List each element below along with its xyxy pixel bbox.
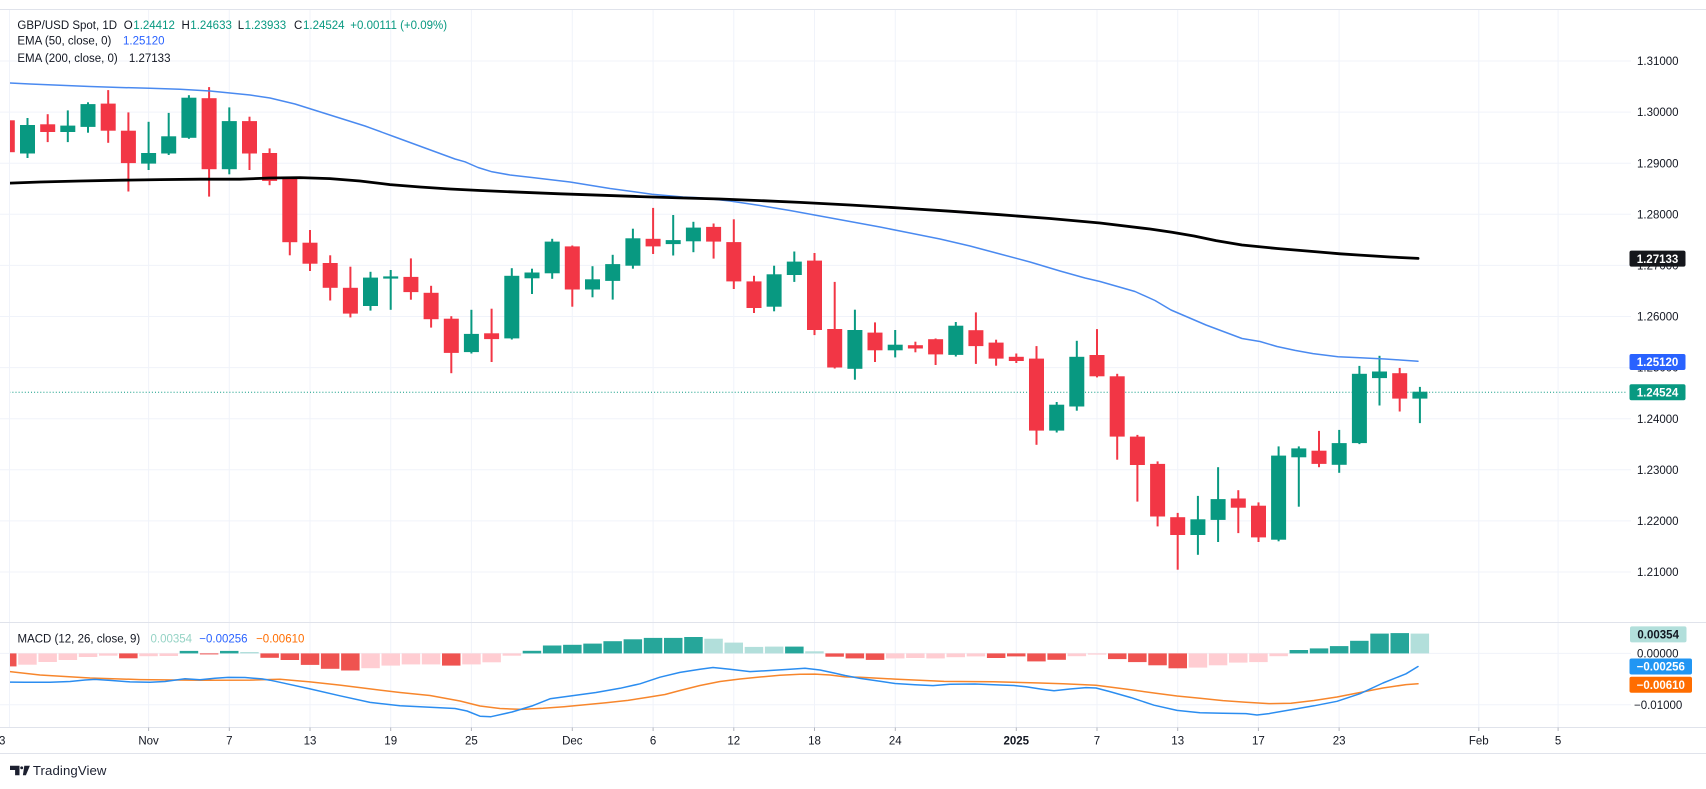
svg-text:L: L	[238, 20, 245, 32]
svg-text:6: 6	[650, 736, 656, 748]
svg-text:13: 13	[304, 736, 317, 748]
svg-text:TradingView: TradingView	[33, 763, 107, 778]
svg-text:7: 7	[1094, 736, 1100, 748]
svg-text:17: 17	[1252, 736, 1265, 748]
svg-text:1.23000: 1.23000	[1637, 465, 1679, 477]
svg-text:+0.00111 (+0.09%): +0.00111 (+0.09%)	[350, 20, 447, 32]
svg-text:1.29000: 1.29000	[1637, 158, 1679, 170]
svg-text:1.28000: 1.28000	[1637, 209, 1679, 221]
svg-text:23: 23	[0, 736, 5, 748]
svg-text:1.24000: 1.24000	[1637, 414, 1679, 426]
svg-text:1.31000: 1.31000	[1637, 56, 1679, 68]
svg-text:1.24524: 1.24524	[303, 20, 345, 32]
svg-text:1.25120: 1.25120	[1637, 357, 1679, 369]
svg-text:0.00000: 0.00000	[1637, 649, 1679, 661]
svg-text:1.27133: 1.27133	[1637, 254, 1679, 266]
svg-text:MACD (12, 26, close, 9): MACD (12, 26, close, 9)	[18, 634, 141, 646]
svg-text:Dec: Dec	[562, 736, 583, 748]
svg-text:GBP/USD Spot, 1D: GBP/USD Spot, 1D	[17, 20, 117, 32]
svg-text:19: 19	[384, 736, 397, 748]
svg-text:18: 18	[808, 736, 821, 748]
svg-text:1.23933: 1.23933	[245, 20, 287, 32]
svg-text:23: 23	[1333, 736, 1346, 748]
svg-text:−0.00256: −0.00256	[1637, 662, 1685, 674]
svg-text:1.24524: 1.24524	[1637, 388, 1679, 400]
svg-text:1.26000: 1.26000	[1637, 312, 1679, 324]
svg-text:1.21000: 1.21000	[1637, 567, 1679, 579]
svg-text:12: 12	[727, 736, 740, 748]
svg-text:2025: 2025	[1004, 736, 1030, 748]
svg-text:EMA (50, close, 0): EMA (50, close, 0)	[17, 36, 111, 48]
svg-text:5: 5	[1555, 736, 1561, 748]
svg-text:EMA (200, close, 0): EMA (200, close, 0)	[17, 53, 118, 65]
svg-text:0.00354: 0.00354	[151, 634, 193, 646]
svg-text:1.24633: 1.24633	[190, 20, 232, 32]
svg-text:Nov: Nov	[138, 736, 159, 748]
svg-text:1.27133: 1.27133	[129, 53, 171, 65]
svg-text:25: 25	[465, 736, 478, 748]
svg-text:C: C	[294, 20, 302, 32]
svg-text:−0.00256: −0.00256	[199, 634, 247, 646]
svg-text:H: H	[182, 20, 190, 32]
svg-text:1.24412: 1.24412	[133, 20, 175, 32]
svg-text:−0.00610: −0.00610	[1637, 680, 1685, 692]
svg-text:1.22000: 1.22000	[1637, 516, 1679, 528]
svg-text:1.25120: 1.25120	[123, 36, 165, 48]
svg-text:−0.01000: −0.01000	[1634, 700, 1682, 712]
svg-text:−0.00610: −0.00610	[256, 634, 304, 646]
svg-text:13: 13	[1171, 736, 1184, 748]
svg-text:24: 24	[889, 736, 902, 748]
svg-text:1.30000: 1.30000	[1637, 107, 1679, 119]
svg-text:Feb: Feb	[1469, 736, 1489, 748]
svg-text:7: 7	[226, 736, 232, 748]
svg-text:0.00354: 0.00354	[1637, 630, 1679, 642]
svg-text:O: O	[124, 20, 133, 32]
